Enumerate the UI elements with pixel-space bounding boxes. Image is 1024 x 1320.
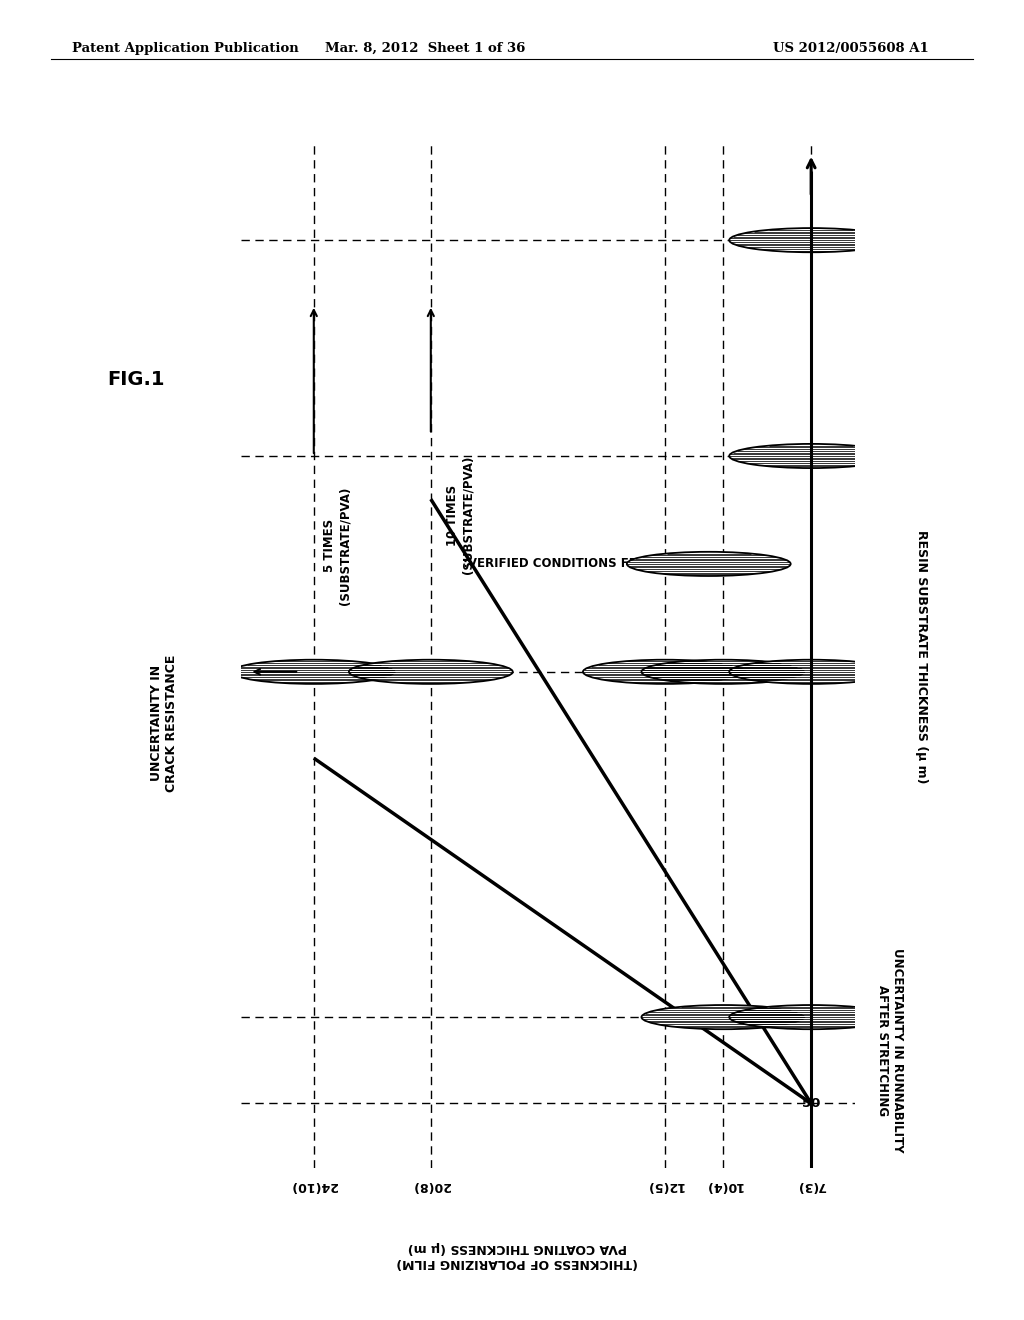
Text: 7(3): 7(3) <box>797 1179 825 1192</box>
Text: 200: 200 <box>793 450 820 462</box>
Text: US 2012/0055608 A1: US 2012/0055608 A1 <box>773 42 929 55</box>
Circle shape <box>729 660 893 684</box>
Text: 10(4): 10(4) <box>705 1179 742 1192</box>
Text: Patent Application Publication: Patent Application Publication <box>72 42 298 55</box>
Circle shape <box>729 228 893 252</box>
Circle shape <box>641 1005 805 1030</box>
Text: 150: 150 <box>793 665 820 678</box>
Text: 20(8): 20(8) <box>412 1179 450 1192</box>
Circle shape <box>729 1005 893 1030</box>
Text: 50: 50 <box>802 1097 820 1110</box>
Circle shape <box>729 444 893 469</box>
Text: 10 TIMES
(SUBSTRATE/PVA): 10 TIMES (SUBSTRATE/PVA) <box>446 455 474 574</box>
Circle shape <box>231 660 395 684</box>
Text: UNCERTAINTY IN
CRACK RESISTANCE: UNCERTAINTY IN CRACK RESISTANCE <box>150 655 178 792</box>
Circle shape <box>583 660 746 684</box>
Text: RESIN SUBSTRATE THICKNESS (μ m): RESIN SUBSTRATE THICKNESS (μ m) <box>915 529 928 784</box>
Text: 70: 70 <box>802 1011 820 1023</box>
Circle shape <box>349 660 513 684</box>
Text: 12(5): 12(5) <box>646 1179 684 1192</box>
Text: (THICKNESS OF POLARIZING FILM)
PVA COATING THICKNESS (μ m): (THICKNESS OF POLARIZING FILM) PVA COATI… <box>396 1241 638 1269</box>
Text: FIG.1: FIG.1 <box>108 370 165 389</box>
Circle shape <box>627 552 791 576</box>
Text: 5 TIMES
(SUBSTRATE/PVA): 5 TIMES (SUBSTRATE/PVA) <box>324 486 351 605</box>
Circle shape <box>641 660 805 684</box>
Text: Mar. 8, 2012  Sheet 1 of 36: Mar. 8, 2012 Sheet 1 of 36 <box>325 42 525 55</box>
Text: UNCERTAINTY IN RUNNABILITY
AFTER STRETCHING: UNCERTAINTY IN RUNNABILITY AFTER STRETCH… <box>876 948 903 1152</box>
Text: 24(10): 24(10) <box>291 1179 337 1192</box>
Text: :VERIFIED CONDITIONS FREE OF PROBLEM: :VERIFIED CONDITIONS FREE OF PROBLEM <box>463 557 743 570</box>
Text: 250: 250 <box>793 234 820 247</box>
